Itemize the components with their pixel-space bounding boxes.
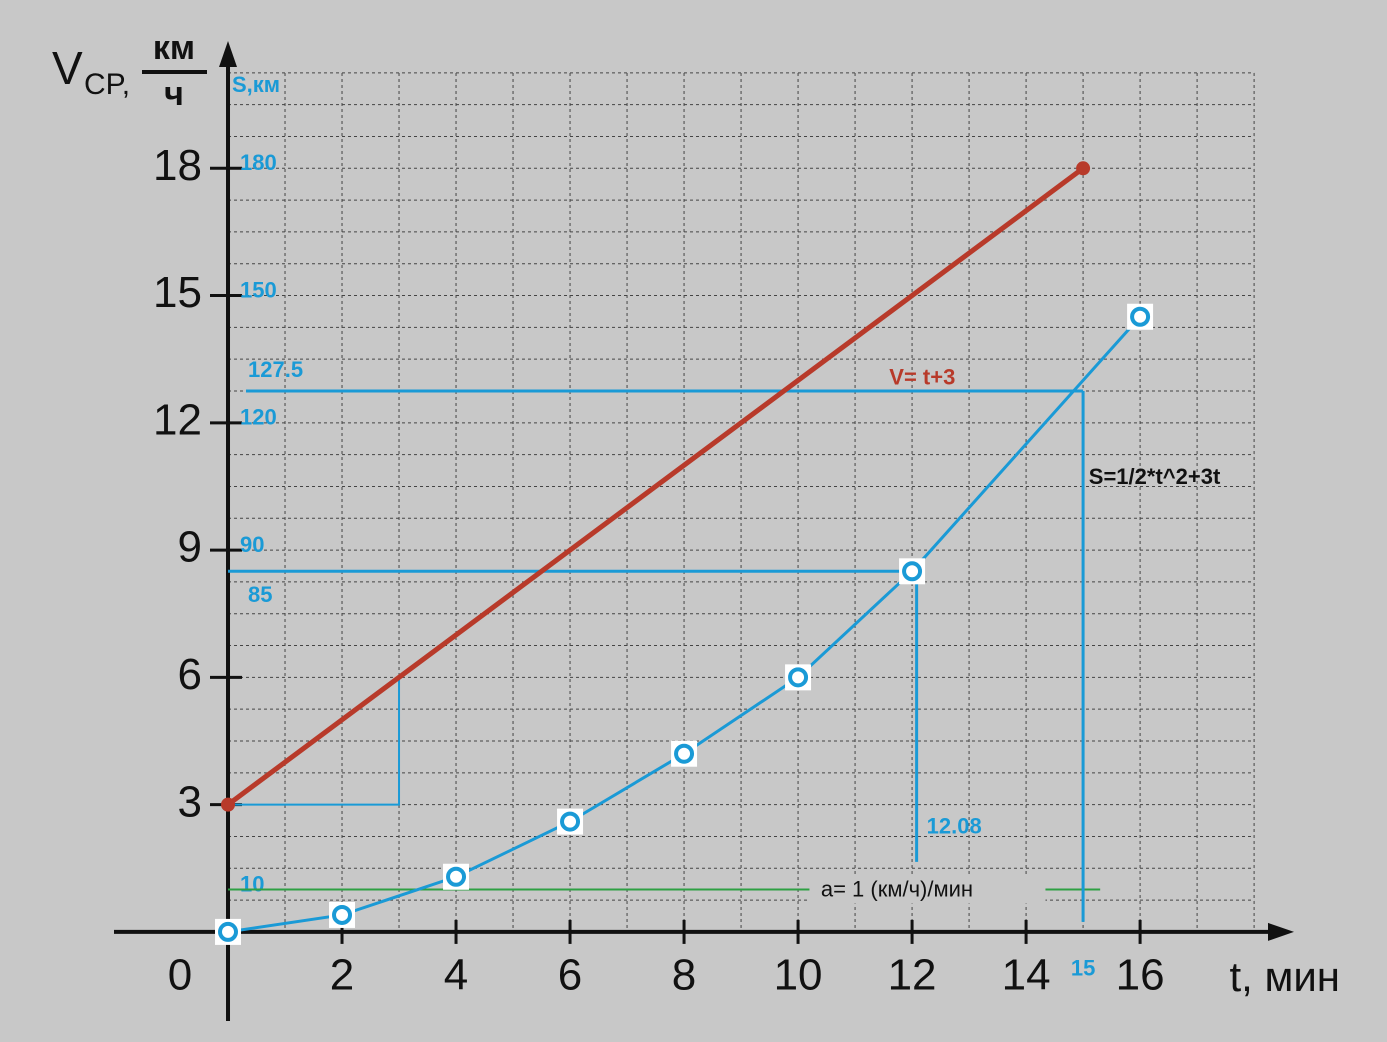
- guide-x-label: 15: [1071, 956, 1095, 981]
- y-label-subscript: CP,: [84, 68, 130, 101]
- point: [221, 797, 236, 812]
- y2-tick-label: 180: [240, 150, 277, 175]
- series-line: [227, 315, 1142, 934]
- x-tick-label: 4: [444, 951, 468, 1000]
- slope-triangle: [228, 677, 401, 806]
- y-label-numerator: км: [153, 29, 195, 67]
- y2-tick-label: 150: [240, 277, 277, 302]
- x-tick-label: 0: [168, 951, 192, 1000]
- y-tick-label: 6: [178, 650, 202, 699]
- y-tick-label: 9: [178, 523, 202, 572]
- plot: 0 2 4 6 8 10 12 14 16 3 6 9 12 15 18 10 90 120 150 180 a= 1 …: [114, 41, 1294, 1021]
- x-tick-label: 2: [330, 951, 354, 1000]
- y2-tick-label: 90: [240, 532, 264, 557]
- label-bg: [809, 875, 1046, 904]
- y-tick-label: 12: [153, 395, 202, 444]
- point: [446, 866, 467, 887]
- point: [332, 904, 353, 925]
- y-tick-label: 15: [153, 268, 202, 317]
- point: [1130, 306, 1151, 327]
- y-label-symbol: V: [52, 42, 83, 94]
- y2-label: S,км: [232, 72, 280, 97]
- x-tick-label: 10: [774, 951, 823, 1000]
- series-label: V= t+3: [889, 365, 955, 390]
- y-tick-label: 3: [178, 777, 202, 826]
- point: [1076, 161, 1091, 176]
- y-label-denominator: ч: [164, 75, 184, 113]
- y-tick-label: 18: [153, 141, 202, 190]
- point: [674, 743, 695, 764]
- guide-y-label: 127.5: [248, 357, 303, 382]
- x-tick-label: 16: [1116, 951, 1165, 1000]
- y2-tick-label: 10: [240, 871, 264, 896]
- x-tick-label: 6: [558, 951, 582, 1000]
- y2-tick-label: 120: [240, 405, 277, 430]
- point: [218, 921, 239, 942]
- guide-y-label: 85: [248, 582, 272, 607]
- x-label: t, мин: [1229, 953, 1340, 1000]
- acceleration-label: a= 1 (км/ч)/мин: [821, 876, 973, 901]
- guide-x-label: 12.08: [927, 814, 982, 839]
- point: [560, 811, 581, 832]
- x-tick-label: 12: [888, 951, 937, 1000]
- x-tick-label: 14: [1002, 951, 1051, 1000]
- x-tick-label: 8: [672, 951, 696, 1000]
- point: [788, 667, 809, 688]
- series-label: S=1/2*t^2+3t: [1089, 464, 1221, 489]
- y-axis-arrow: [219, 41, 238, 67]
- series-line: [226, 166, 1085, 807]
- point: [902, 561, 923, 582]
- x-axis-arrow: [1268, 922, 1294, 941]
